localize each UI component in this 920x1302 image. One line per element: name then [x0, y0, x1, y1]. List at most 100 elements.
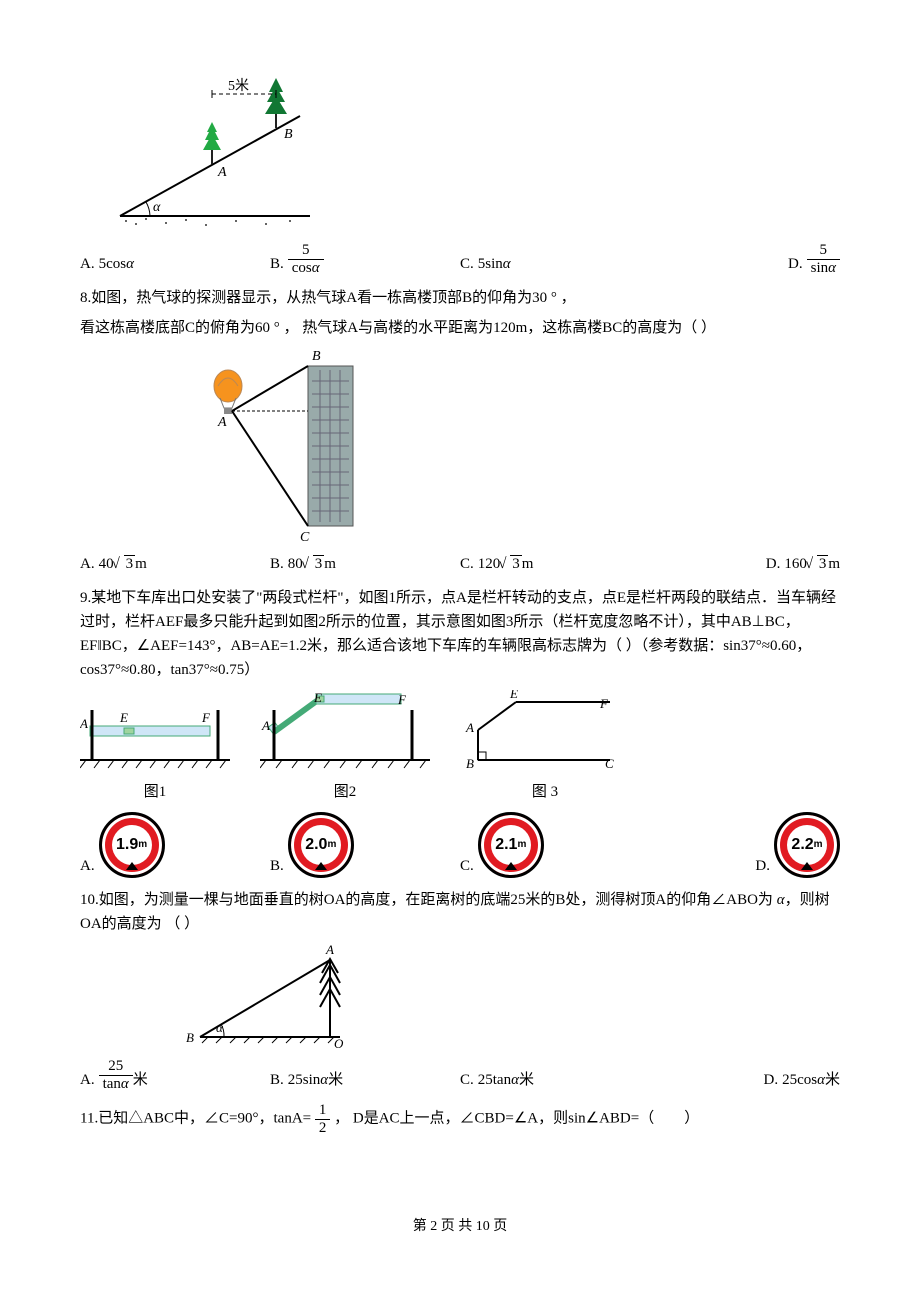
- fraction: 25 tanα: [99, 1058, 133, 1092]
- q8-svg: A B C: [200, 346, 400, 546]
- opt-label: B.: [270, 552, 284, 576]
- fig-caption: 图1: [80, 780, 230, 804]
- q8-option-B: B. 803m: [270, 552, 460, 576]
- q8-text2: 看这栋高楼底部C的俯角为60 ° ， 热气球A与高楼的水平距离为120m，这栋高…: [80, 316, 840, 340]
- q9-option-C: C. 2.1m: [460, 812, 650, 878]
- frac-den: 2: [315, 1120, 331, 1137]
- q7-option-B: B. 5 cosα: [270, 242, 460, 276]
- opt-label: A.: [80, 854, 95, 878]
- coef: 160: [784, 552, 807, 576]
- svg-text:C: C: [300, 530, 310, 545]
- fig-caption: 图 3: [460, 780, 630, 804]
- q10-option-B: B. 25 sinα米: [270, 1068, 460, 1092]
- frac-den: sinα: [807, 260, 840, 277]
- q11-text: 11.已知△ABC中，∠C=90°，tanA= 1 2 ， D是AC上一点，∠C…: [80, 1102, 840, 1136]
- svg-text:E: E: [119, 710, 128, 725]
- q9-fig1: A E F 图1: [80, 700, 230, 804]
- frac-num: 1: [315, 1102, 331, 1120]
- opt-label: D.: [755, 854, 770, 878]
- svg-text:B: B: [312, 349, 321, 364]
- frac-den: cosα: [288, 260, 324, 277]
- opt-label: B.: [270, 1068, 284, 1092]
- svg-text:O: O: [334, 1036, 344, 1051]
- sqrt: 3: [114, 552, 136, 576]
- fraction: 5 cosα: [288, 242, 324, 276]
- svg-text:F: F: [599, 696, 609, 711]
- fraction: 1 2: [315, 1102, 331, 1136]
- opt-label: D.: [764, 1068, 779, 1092]
- fraction: 5 sinα: [807, 242, 840, 276]
- q8-option-C: C. 1203m: [460, 552, 650, 576]
- q8-text1: 8.如图，热气球的探测器显示，从热气球A看一栋高楼顶部B的仰角为30 ° ，: [80, 286, 840, 310]
- opt-label: C.: [460, 552, 474, 576]
- q10-option-C: C. 25 tanα米: [460, 1068, 650, 1092]
- opt-label: C.: [460, 1068, 474, 1092]
- sqrt: 3: [807, 552, 829, 576]
- svg-text:F: F: [201, 710, 211, 725]
- svg-text:F: F: [397, 692, 407, 707]
- frac-num: 5: [807, 242, 840, 260]
- q7-figure: α A B 5米: [80, 76, 840, 236]
- sign-icon: 1.9m: [99, 812, 165, 878]
- frac-num: 5: [288, 242, 324, 260]
- q9-option-A: A. 1.9m: [80, 812, 270, 878]
- sign-icon: 2.2m: [774, 812, 840, 878]
- opt-label: B.: [270, 252, 284, 276]
- unit: 米: [133, 1068, 148, 1092]
- unit: m: [522, 552, 534, 576]
- q9-option-B: B. 2.0m: [270, 812, 460, 878]
- q10-option-D: D. 25 cosα米: [650, 1068, 840, 1092]
- q8-option-D: D. 1603m: [650, 552, 840, 576]
- opt-label: D.: [766, 552, 781, 576]
- svg-text:A: A: [325, 942, 334, 957]
- q7-option-A: A. 5cosα: [80, 252, 270, 276]
- q10-text: 10.如图，为测量一棵与地面垂直的树OA的高度，在距离树的底端25米的B处，测得…: [80, 888, 840, 936]
- unit: m: [135, 552, 147, 576]
- q9-fig3: A E F B C 图 3: [460, 690, 630, 804]
- fig-caption: 图2: [260, 780, 430, 804]
- opt-label: A.: [80, 252, 95, 276]
- unit: m: [324, 552, 336, 576]
- q9-fig2: A E F 图2: [260, 690, 430, 804]
- svg-text:A: A: [217, 415, 227, 430]
- unit: m: [828, 552, 840, 576]
- opt-label: D.: [788, 252, 803, 276]
- q8-option-A: A. 403m: [80, 552, 270, 576]
- coef: 120: [478, 552, 501, 576]
- opt-label: B.: [270, 854, 284, 878]
- svg-text:C: C: [605, 756, 614, 771]
- frac-num: 25: [99, 1058, 133, 1076]
- frac-den: tanα: [99, 1076, 133, 1093]
- opt-label: A.: [80, 552, 95, 576]
- q7-options: A. 5cosα B. 5 cosα C. 5sinα D. 5 sinα: [80, 242, 840, 276]
- opt-text: 5sin: [478, 252, 503, 276]
- svg-text:A: A: [80, 716, 88, 731]
- sqrt: 3: [303, 552, 325, 576]
- q8-figure: A B C: [200, 346, 840, 546]
- q7-option-C: C. 5sinα: [460, 252, 650, 276]
- sqrt: 3: [500, 552, 522, 576]
- svg-text:E: E: [313, 690, 322, 705]
- q9-figures: A E F 图1 A E F 图2 A E: [80, 690, 840, 804]
- opt-var: α: [503, 252, 511, 276]
- opt-label: C.: [460, 854, 474, 878]
- opt-label: C.: [460, 252, 474, 276]
- svg-text:A: A: [261, 718, 270, 733]
- q10-figure: α A B O: [180, 942, 840, 1052]
- opt-var: α: [126, 252, 134, 276]
- svg-text:α: α: [153, 200, 161, 215]
- sign-icon: 2.0m: [288, 812, 354, 878]
- svg-text:E: E: [509, 690, 518, 701]
- q9-options: A. 1.9m B. 2.0m C. 2.1m D. 2.2m: [80, 812, 840, 878]
- svg-text:B: B: [466, 756, 474, 771]
- opt-label: A.: [80, 1068, 95, 1092]
- svg-text:A: A: [217, 165, 227, 180]
- sign-icon: 2.1m: [478, 812, 544, 878]
- q9-option-D: D. 2.2m: [650, 812, 840, 878]
- opt-text: 5cos: [99, 252, 127, 276]
- svg-text:A: A: [465, 720, 474, 735]
- q9-text: 9.某地下车库出口处安装了"两段式栏杆"，如图1所示，点A是栏杆转动的支点，点E…: [80, 586, 840, 682]
- q7-svg: α A B 5米: [80, 76, 330, 236]
- svg-text:B: B: [186, 1030, 194, 1045]
- q10-options: A. 25 tanα 米 B. 25 sinα米 C. 25 tanα米 D. …: [80, 1058, 840, 1092]
